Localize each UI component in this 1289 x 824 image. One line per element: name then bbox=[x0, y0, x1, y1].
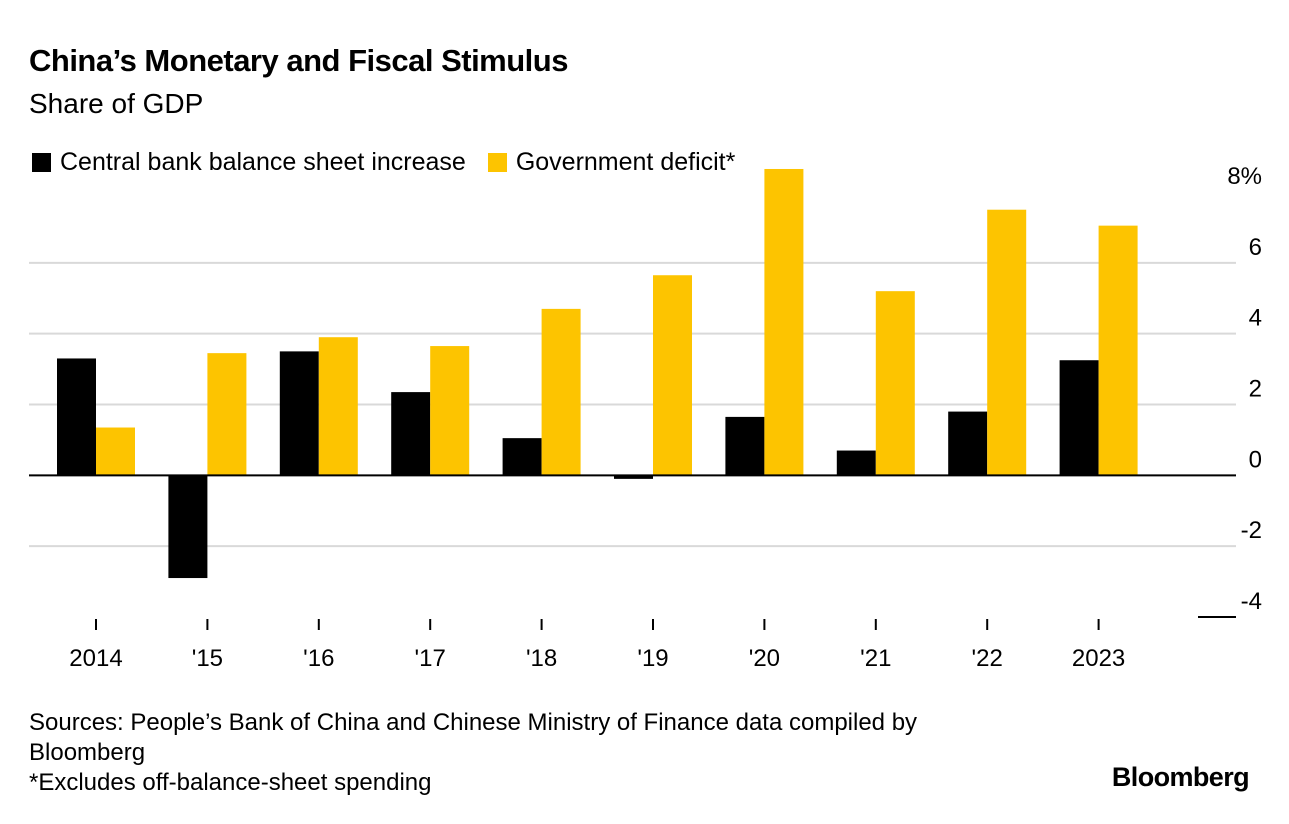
bar-central-bank bbox=[948, 411, 988, 476]
legend-item-government-deficit: Government deficit* bbox=[487, 146, 736, 178]
y-tick-label: 2 bbox=[1249, 376, 1262, 403]
footnote: *Excludes off-balance-sheet spending bbox=[29, 769, 432, 796]
bar-central-bank bbox=[391, 392, 431, 476]
x-tick-label: '15 bbox=[192, 645, 223, 672]
bar-government-deficit bbox=[541, 308, 581, 476]
bar-government-deficit bbox=[875, 291, 915, 476]
bar-central-bank bbox=[502, 438, 542, 476]
x-tick-label: '21 bbox=[860, 645, 891, 672]
x-tick-label: '19 bbox=[637, 645, 668, 672]
bar-government-deficit bbox=[764, 168, 804, 476]
bar-central-bank bbox=[168, 475, 208, 579]
chart-footer: Sources: People’s Bank of China and Chin… bbox=[29, 708, 1069, 798]
y-tick-label: 6 bbox=[1249, 234, 1262, 261]
x-tick-label: 2023 bbox=[1072, 645, 1125, 672]
bar-central-bank bbox=[279, 351, 319, 476]
x-tick-label: 2014 bbox=[69, 645, 122, 672]
bar-government-deficit bbox=[1098, 225, 1138, 476]
y-tick-label: -2 bbox=[1241, 517, 1262, 544]
chart-subtitle: Share of GDP bbox=[29, 88, 204, 119]
x-tick-label: '17 bbox=[415, 645, 446, 672]
bloomberg-logo: Bloomberg bbox=[1111, 762, 1250, 792]
x-tick-label: '20 bbox=[749, 645, 780, 672]
legend: Central bank balance sheet increase Gove… bbox=[32, 146, 757, 178]
source-note-continued: Bloomberg bbox=[29, 739, 146, 766]
legend-swatch-central-bank bbox=[32, 152, 51, 172]
bar-government-deficit bbox=[207, 353, 247, 476]
bar-government-deficit bbox=[318, 337, 358, 476]
y-tick-label: 0 bbox=[1249, 446, 1262, 473]
legend-swatch-government-deficit bbox=[487, 152, 507, 172]
y-tick-label: -4 bbox=[1241, 588, 1262, 615]
x-tick-label: '16 bbox=[303, 645, 334, 672]
source-note: Sources: People’s Bank of China and Chin… bbox=[29, 709, 918, 736]
legend-label-government-deficit: Government deficit* bbox=[515, 148, 736, 176]
bar-central-bank bbox=[836, 450, 876, 476]
bar-government-deficit bbox=[987, 209, 1027, 476]
y-tick-label: 4 bbox=[1249, 305, 1262, 332]
chart-title: China’s Monetary and Fiscal Stimulus bbox=[29, 43, 568, 78]
bar-central-bank bbox=[57, 358, 96, 476]
x-tick-label: '18 bbox=[526, 645, 557, 672]
bar-central-bank bbox=[1059, 360, 1099, 476]
bar-central-bank bbox=[725, 416, 765, 476]
legend-item-central-bank: Central bank balance sheet increase bbox=[32, 146, 466, 178]
x-tick-label: '22 bbox=[972, 645, 1003, 672]
legend-label-central-bank: Central bank balance sheet increase bbox=[60, 148, 466, 176]
bar-government-deficit bbox=[96, 427, 135, 476]
bar-chart: -4 -2 0 2 4 6 8% 2014 '15 '16 '17 '18 '19 '20 '21 '22 20… bbox=[29, 163, 1262, 672]
bar-central-bank bbox=[614, 475, 653, 479]
y-tick-label: 8% bbox=[1227, 163, 1262, 190]
bar-government-deficit bbox=[653, 275, 692, 476]
bar-government-deficit bbox=[430, 346, 470, 476]
